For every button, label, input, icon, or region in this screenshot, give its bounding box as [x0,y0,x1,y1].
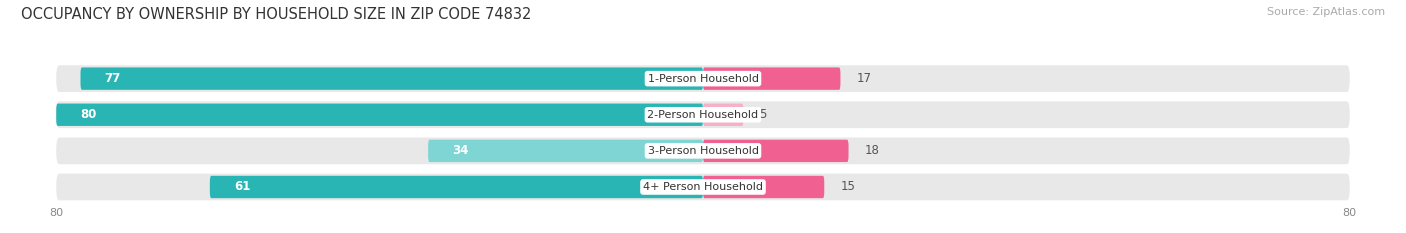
Text: 2-Person Household: 2-Person Household [647,110,759,120]
FancyBboxPatch shape [703,67,841,90]
Text: 77: 77 [104,72,121,85]
FancyBboxPatch shape [703,140,849,162]
Text: 18: 18 [865,144,880,157]
FancyBboxPatch shape [429,140,703,162]
Text: 17: 17 [856,72,872,85]
Text: Source: ZipAtlas.com: Source: ZipAtlas.com [1267,7,1385,17]
Text: 61: 61 [233,181,250,193]
Text: 34: 34 [453,144,468,157]
Text: 15: 15 [841,181,855,193]
Text: 5: 5 [759,108,766,121]
FancyBboxPatch shape [56,101,1350,128]
FancyBboxPatch shape [56,137,1350,164]
FancyBboxPatch shape [56,174,1350,200]
Text: OCCUPANCY BY OWNERSHIP BY HOUSEHOLD SIZE IN ZIP CODE 74832: OCCUPANCY BY OWNERSHIP BY HOUSEHOLD SIZE… [21,7,531,22]
FancyBboxPatch shape [209,176,703,198]
Text: 80: 80 [80,108,97,121]
Text: 3-Person Household: 3-Person Household [648,146,758,156]
FancyBboxPatch shape [703,176,824,198]
FancyBboxPatch shape [56,65,1350,92]
FancyBboxPatch shape [80,67,703,90]
Text: 1-Person Household: 1-Person Household [648,74,758,84]
FancyBboxPatch shape [703,103,744,126]
FancyBboxPatch shape [56,103,703,126]
Text: 4+ Person Household: 4+ Person Household [643,182,763,192]
